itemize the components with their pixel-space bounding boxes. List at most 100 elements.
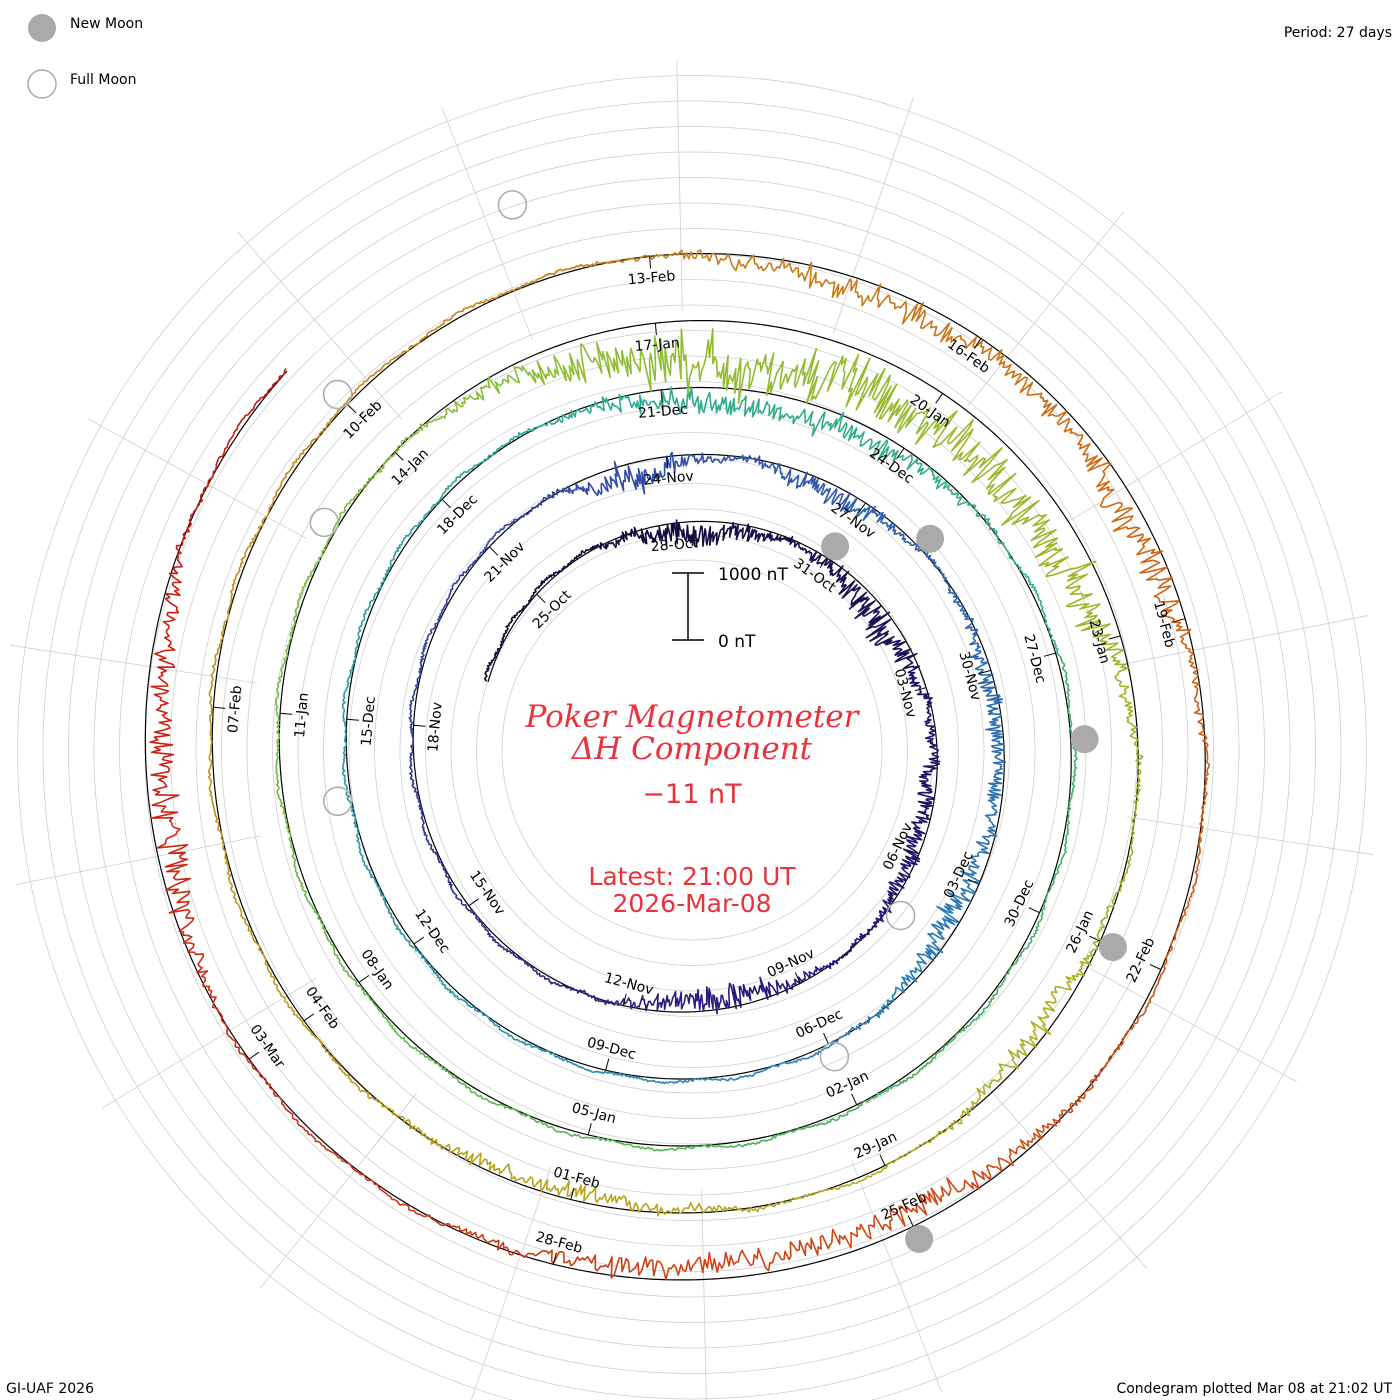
trace-segment (935, 566, 985, 663)
date-label: 21-Dec (637, 402, 688, 422)
grid-spokes (9, 60, 1375, 1400)
trace-segment (560, 460, 661, 496)
date-tick (346, 718, 359, 721)
grid-ring (399, 457, 985, 1043)
grid-spoke (701, 1189, 707, 1400)
date-label: 18-Dec (434, 492, 481, 539)
scale-bar: 1000 nT 0 nT (672, 565, 788, 652)
date-tick (303, 1013, 315, 1022)
date-label: 05-Jan (570, 1100, 618, 1127)
grid-ring (170, 228, 1214, 1272)
date-tick (973, 338, 982, 349)
trace-segment (882, 830, 923, 915)
date-tick (967, 878, 980, 885)
trace-segment (1053, 642, 1078, 776)
date-label: 07-Feb (225, 685, 245, 734)
trace-segment (805, 353, 950, 445)
full-moon-marker (322, 379, 353, 410)
trace-segment (425, 836, 479, 921)
trace-segment (837, 960, 923, 1041)
grid-spoke (1067, 391, 1283, 523)
grid-ring (17, 75, 1367, 1400)
date-tick (394, 451, 404, 461)
trace-segment (471, 1231, 653, 1279)
chart-subtitle: ΔH Component (571, 731, 813, 767)
full-moon-marker (819, 1041, 850, 1072)
grid-ring (221, 279, 1163, 1221)
date-tick (468, 898, 479, 907)
date-label: 09-Dec (585, 1035, 637, 1063)
date-tick (1173, 618, 1186, 623)
trace-segment (419, 952, 507, 1035)
scale-bar-top-label: 1000 nT (718, 565, 788, 585)
full-moon-marker (322, 786, 353, 817)
grid-ring (68, 126, 1316, 1374)
date-tick (1108, 635, 1121, 640)
trace-segment (275, 562, 317, 706)
date-tick (1043, 652, 1056, 657)
trace-segment (315, 441, 404, 564)
date-label: 02-Jan (824, 1068, 872, 1102)
trace-segment (995, 1036, 1125, 1172)
period-label: Period: 27 days (1284, 25, 1392, 41)
trace-segment (149, 614, 180, 803)
trace-segment (312, 1136, 473, 1236)
date-tick (605, 1058, 610, 1071)
trace-segment (291, 850, 356, 981)
date-tick (858, 502, 866, 514)
date-label: 22-Feb (1124, 935, 1159, 985)
trace-segment (651, 1235, 833, 1280)
grid-spoke (259, 1092, 418, 1289)
trace-segment (506, 1032, 617, 1076)
date-tick (649, 256, 652, 269)
date-label: 08-Jan (357, 947, 396, 993)
trace-segment (531, 335, 674, 393)
grid-ring (374, 432, 1010, 1068)
trace-segment (1019, 381, 1134, 532)
date-label: 28-Oct (650, 535, 699, 555)
grid-spoke (833, 96, 915, 334)
trace-segment (573, 526, 648, 561)
trace-segment (358, 849, 421, 954)
trace-segment (982, 964, 1086, 1089)
trace-segment (727, 1104, 862, 1148)
scale-bar-bottom-label: 0 nT (718, 632, 756, 652)
date-tick (935, 393, 944, 404)
date-tick (536, 593, 546, 604)
trace-segment (974, 661, 1007, 769)
trace-segment (831, 1164, 997, 1249)
date-tick (622, 993, 627, 1006)
legend: New Moon Full Moon (27, 14, 143, 99)
trace-segment (1123, 869, 1199, 1038)
grid-ring (42, 100, 1342, 1400)
trace-segment (274, 363, 386, 498)
full-moon-marker (309, 507, 340, 538)
trace-segment (1126, 526, 1200, 690)
grid-ring (272, 330, 1112, 1170)
date-label: 15-Dec (359, 696, 379, 747)
trace-segment (694, 1181, 856, 1214)
trace-segment (457, 1079, 588, 1139)
trace-segment (758, 461, 859, 513)
trace-segment (217, 827, 278, 987)
footer-credit: GI-UAF 2026 (6, 1381, 94, 1397)
date-tick (213, 706, 226, 709)
trace-segment (650, 386, 772, 418)
date-tick (280, 712, 293, 715)
current-value: −11 nT (642, 779, 742, 810)
date-tick (879, 1154, 886, 1166)
trace-segment (150, 800, 209, 985)
trace-segment (479, 488, 561, 555)
date-tick (914, 687, 927, 692)
trace-segment (275, 704, 294, 851)
date-label: 24-Nov (643, 468, 694, 488)
full-moon-marker (497, 190, 528, 220)
chart-title: Poker Magnetometer (525, 699, 861, 735)
date-tick (819, 557, 828, 568)
trace-segment (276, 985, 390, 1109)
date-tick (823, 1032, 829, 1045)
trace-segment (883, 449, 991, 528)
date-label: 03-Nov (891, 667, 919, 720)
grid-spoke (1077, 961, 1298, 1083)
trace-segment (932, 410, 1050, 533)
